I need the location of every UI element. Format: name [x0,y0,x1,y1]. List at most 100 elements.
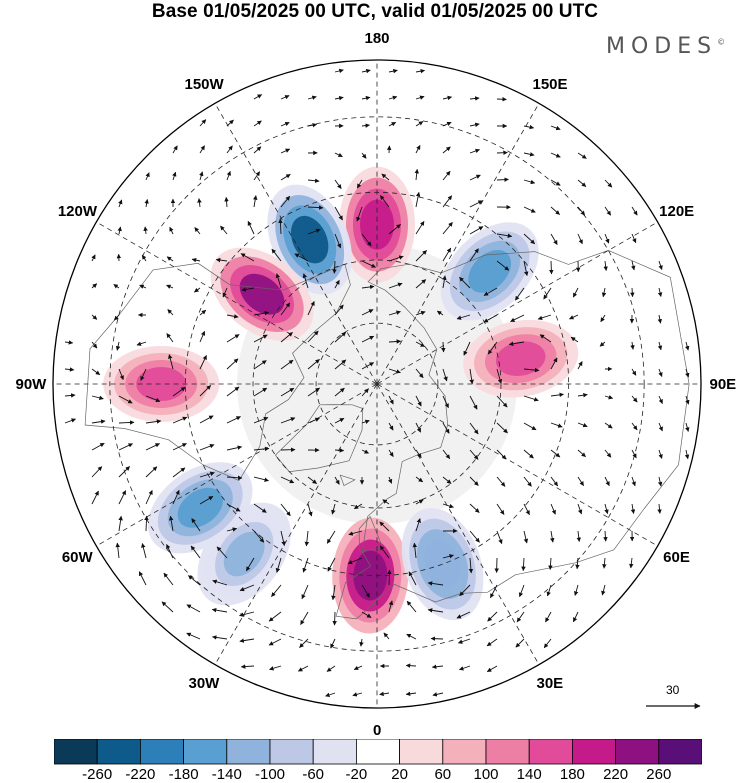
wind-arrow [685,395,690,405]
wind-arrow [118,490,127,505]
wind-arrow [361,309,374,316]
wind-arrow [469,368,474,385]
wind-arrow [359,638,364,647]
wind-arrow [576,530,582,543]
longitude-label-lon-90w: 90W [15,375,47,393]
longitude-label-lon-30w: 30W [188,675,220,693]
wind-arrow [240,253,255,262]
wind-arrow [405,663,417,668]
wind-arrow [139,284,147,289]
wind-arrow [334,304,344,316]
wind-arrow [521,557,526,572]
wind-arrow [550,357,558,370]
wind-arrow [144,515,149,532]
wind-arrow [226,314,239,319]
wind-arrow [334,206,343,221]
wind-arrow [307,417,320,424]
wind-arrow [604,395,614,400]
longitude-label-lon-120e: 120E [659,202,695,220]
wind-arrow [239,584,255,592]
wind-arrow [186,604,201,613]
wind-arrow [269,665,282,671]
wind-arrow [415,310,426,316]
wind-arrow [523,179,536,185]
longitude-label-lon-90e: 90E [709,375,737,393]
colorbar-swatch [658,739,702,765]
wind-arrow [194,227,201,235]
wind-arrow [415,341,426,347]
wind-arrow [487,611,498,622]
wind-arrow [388,422,394,431]
wind-arrow [523,395,539,402]
wind-arrow [658,395,663,404]
wind-arrow [441,341,446,353]
wind-arrow [361,611,372,618]
wind-arrow [442,476,452,484]
wind-arrow [469,200,483,208]
anomaly-contour [239,273,285,315]
wind-arrow [253,503,267,513]
wind-arrow [226,503,241,512]
wind-arrow [253,120,262,127]
wind-arrow [412,542,418,559]
coastline [358,515,384,552]
wind-arrow [334,417,345,424]
wind-arrow [469,476,479,486]
wind-arrow [224,196,229,208]
wind-arrow [469,449,479,460]
wind-arrow [226,475,243,481]
longitude-label-lon-180: 180 [364,29,390,47]
longitude-label-lon-150w: 150W [184,75,224,93]
wind-arrow [280,417,296,424]
wind-arrow [523,124,535,130]
wind-arrow [307,503,313,517]
wind-arrow [334,152,343,158]
wind-arrow [199,171,204,181]
wind-arrow [550,233,558,245]
wind-arrow [631,233,637,244]
wind-arrow [226,527,238,532]
wind-arrow [629,557,634,569]
wind-arrow [657,287,663,297]
wind-arrow [172,171,177,181]
wind-arrow [280,387,295,397]
wind-arrow [468,557,474,574]
colorbar-tick-label: -60 [302,766,325,783]
wind-arrow [631,368,637,376]
wind-arrow [550,392,564,398]
anomaly-center [440,222,539,321]
wind-arrow [496,368,503,384]
colorbar-tick-label: -260 [82,766,113,783]
wind-arrow [469,122,480,128]
wind-arrow [406,600,417,613]
longitude-label-lon-60e: 60E [663,548,690,566]
colorbar-tick-label: -180 [168,766,199,783]
wind-arrow [226,119,234,127]
wind-arrow [405,691,417,697]
wind-arrow [388,68,398,74]
wind-arrow [577,392,588,398]
wind-arrow [168,354,174,370]
wind-arrow [186,632,201,640]
wind-arrow [197,198,202,208]
wind-arrow [657,503,662,514]
wind-arrow [226,145,233,154]
wind-arrow [191,518,201,532]
wind-arrow [91,368,101,376]
wind-arrow [215,257,228,263]
wind-arrow [549,260,554,275]
wind-arrow [415,144,421,154]
colorbar-swatch [442,739,487,765]
wind-arrow [414,168,419,181]
colorbar-tick-label: 260 [646,766,672,783]
wind-arrow [657,314,663,324]
wind-arrow [239,611,255,617]
wind-arrow [64,340,74,345]
wind-arrow [299,638,309,648]
wind-arrow [361,362,375,370]
colorbar-tick-label: -220 [125,766,156,783]
wind-arrow [486,638,498,647]
wind-arrow [114,314,120,321]
wind-arrow [523,449,534,459]
wind-arrow [523,530,529,544]
